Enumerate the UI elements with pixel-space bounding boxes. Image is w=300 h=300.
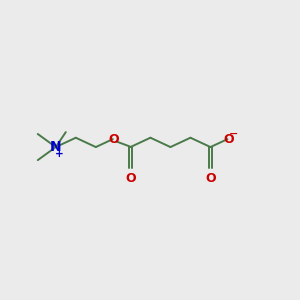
Text: O: O	[125, 172, 136, 185]
Text: N: N	[50, 140, 61, 154]
Text: +: +	[55, 149, 64, 159]
Text: O: O	[224, 133, 234, 146]
Text: O: O	[205, 172, 216, 185]
Text: −: −	[229, 129, 238, 139]
Text: O: O	[108, 133, 119, 146]
